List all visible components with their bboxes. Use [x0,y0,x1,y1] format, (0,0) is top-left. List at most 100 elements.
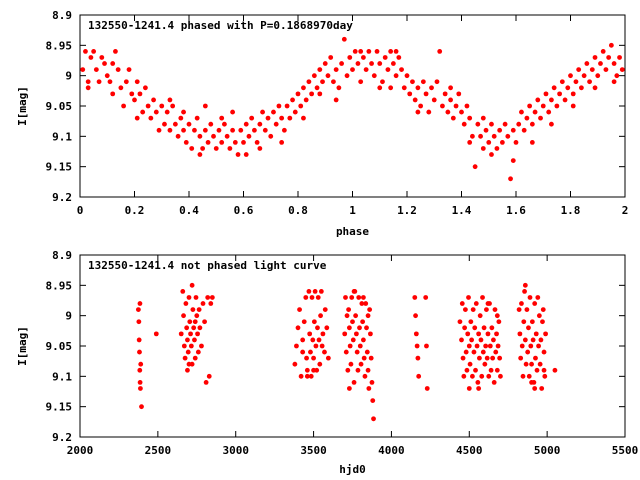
data-point [315,325,320,331]
data-point [496,319,502,325]
x-tick-label: 5000 [534,444,561,457]
y-tick-label: 9.15 [46,161,73,174]
data-point [110,61,116,66]
data-point [537,361,543,367]
data-point [543,331,548,337]
data-point [205,295,211,300]
data-point [413,313,418,319]
data-point [532,109,538,115]
data-point [85,85,91,91]
data-point [359,301,365,306]
data-point [539,386,545,391]
data-point [524,115,530,121]
data-point [320,331,326,337]
data-point [336,85,342,91]
data-point [246,133,252,139]
data-point [526,373,532,379]
data-point [551,85,557,91]
data-point [562,97,568,103]
data-point [453,103,459,109]
data-point [357,343,363,349]
data-point [104,73,110,79]
data-point [202,103,208,109]
data-point [110,91,116,97]
data-point [254,140,260,145]
data-point [492,307,498,312]
data-point [123,79,129,85]
data-point [589,67,595,72]
data-point [268,133,274,139]
data-point [529,380,534,385]
data-point [315,295,321,300]
data-point [200,301,206,306]
data-point [445,109,451,115]
data-point [377,85,383,91]
x-tick-label: 0 [77,204,84,217]
data-point [472,325,478,331]
data-point [186,361,192,367]
data-point [192,127,197,133]
data-point [587,79,592,85]
data-point [350,337,356,343]
data-point [318,289,324,294]
data-point [508,176,513,182]
data-point [356,295,362,300]
data-point [470,307,476,312]
data-point [399,67,404,72]
data-point [138,361,144,367]
data-point [518,355,524,361]
data-point [183,140,189,145]
data-point [536,343,541,349]
data-point [385,67,391,72]
data-point [318,313,323,319]
x-tick-label: 5500 [612,444,639,457]
data-point [461,121,467,127]
data-point [619,67,625,72]
data-point [489,152,494,157]
data-point [185,349,191,355]
data-point [465,331,471,337]
data-point [600,49,606,54]
data-point [549,97,554,103]
data-point [473,367,478,373]
y-tick-label: 9.2 [52,431,72,444]
data-point [153,109,159,115]
data-point [343,295,348,300]
data-point [364,325,369,331]
data-point [497,355,503,361]
data-point [459,337,464,343]
data-point [355,61,361,66]
data-point [185,367,190,373]
data-point [322,307,328,312]
data-point [187,319,193,325]
data-point [313,343,319,349]
data-point [442,91,448,97]
x-tick-label: 2500 [145,444,172,457]
data-point [195,331,200,337]
data-point [238,127,244,133]
data-point [525,349,531,355]
data-point [310,337,316,343]
data-point [377,61,383,66]
data-point [137,349,142,355]
data-point [424,343,429,349]
data-point [353,313,359,319]
data-point [164,109,170,115]
data-point [472,164,478,170]
data-point [380,79,385,85]
data-point [284,103,290,109]
data-point [85,79,91,85]
data-point [139,404,144,410]
data-point [148,115,154,121]
data-point [314,85,320,91]
data-point [471,349,477,355]
data-point [181,343,187,349]
data-point [328,55,334,60]
data-point [186,295,192,300]
data-point [467,140,473,145]
data-point [440,103,445,109]
data-point [390,61,396,66]
data-point [102,61,107,66]
data-point [348,361,354,367]
data-point [93,67,99,72]
